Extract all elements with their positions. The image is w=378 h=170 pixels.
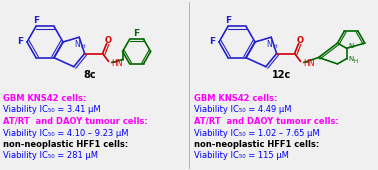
Text: AT/RT  and DAOY tumour cells:: AT/RT and DAOY tumour cells: <box>3 117 148 126</box>
Text: F: F <box>209 38 215 47</box>
Text: Viability IC₅₀ = 1.02 – 7.65 μM: Viability IC₅₀ = 1.02 – 7.65 μM <box>194 129 320 138</box>
Text: F: F <box>225 16 231 25</box>
Text: N: N <box>74 40 80 49</box>
Text: N: N <box>266 40 272 49</box>
Text: non-neoplastic HFF1 cells:: non-neoplastic HFF1 cells: <box>3 140 128 149</box>
Text: Viability IC₅₀ = 4.49 μM: Viability IC₅₀ = 4.49 μM <box>194 106 291 115</box>
Text: 12c: 12c <box>272 71 291 81</box>
Text: AT/RT  and DAOY tumour cells:: AT/RT and DAOY tumour cells: <box>194 117 339 126</box>
Text: GBM KNS42 cells:: GBM KNS42 cells: <box>3 94 87 103</box>
Text: O: O <box>297 36 304 45</box>
Text: HN: HN <box>111 59 122 68</box>
Text: F: F <box>133 29 139 38</box>
Text: O: O <box>105 36 112 45</box>
Text: non-neoplastic HFF1 cells:: non-neoplastic HFF1 cells: <box>194 140 319 149</box>
Text: GBM KNS42 cells:: GBM KNS42 cells: <box>194 94 277 103</box>
Text: Viability IC₅₀ = 3.41 μM: Viability IC₅₀ = 3.41 μM <box>3 106 101 115</box>
Text: H: H <box>273 44 277 49</box>
Text: N: N <box>348 56 353 62</box>
Text: 8c: 8c <box>83 71 96 81</box>
Text: N: N <box>348 43 353 49</box>
Text: H: H <box>81 44 85 49</box>
Text: F: F <box>33 16 39 25</box>
Text: HN: HN <box>303 59 314 68</box>
Text: Viability IC₅₀ = 4.10 – 9.23 μM: Viability IC₅₀ = 4.10 – 9.23 μM <box>3 129 129 138</box>
Text: Viability IC₅₀ = 115 μM: Viability IC₅₀ = 115 μM <box>194 151 289 160</box>
Text: Viability IC₅₀ = 281 μM: Viability IC₅₀ = 281 μM <box>3 151 98 160</box>
Text: H: H <box>353 59 358 64</box>
Text: F: F <box>17 38 23 47</box>
